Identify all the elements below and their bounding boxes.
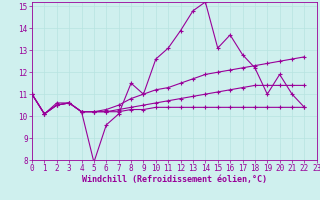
X-axis label: Windchill (Refroidissement éolien,°C): Windchill (Refroidissement éolien,°C) (82, 175, 267, 184)
